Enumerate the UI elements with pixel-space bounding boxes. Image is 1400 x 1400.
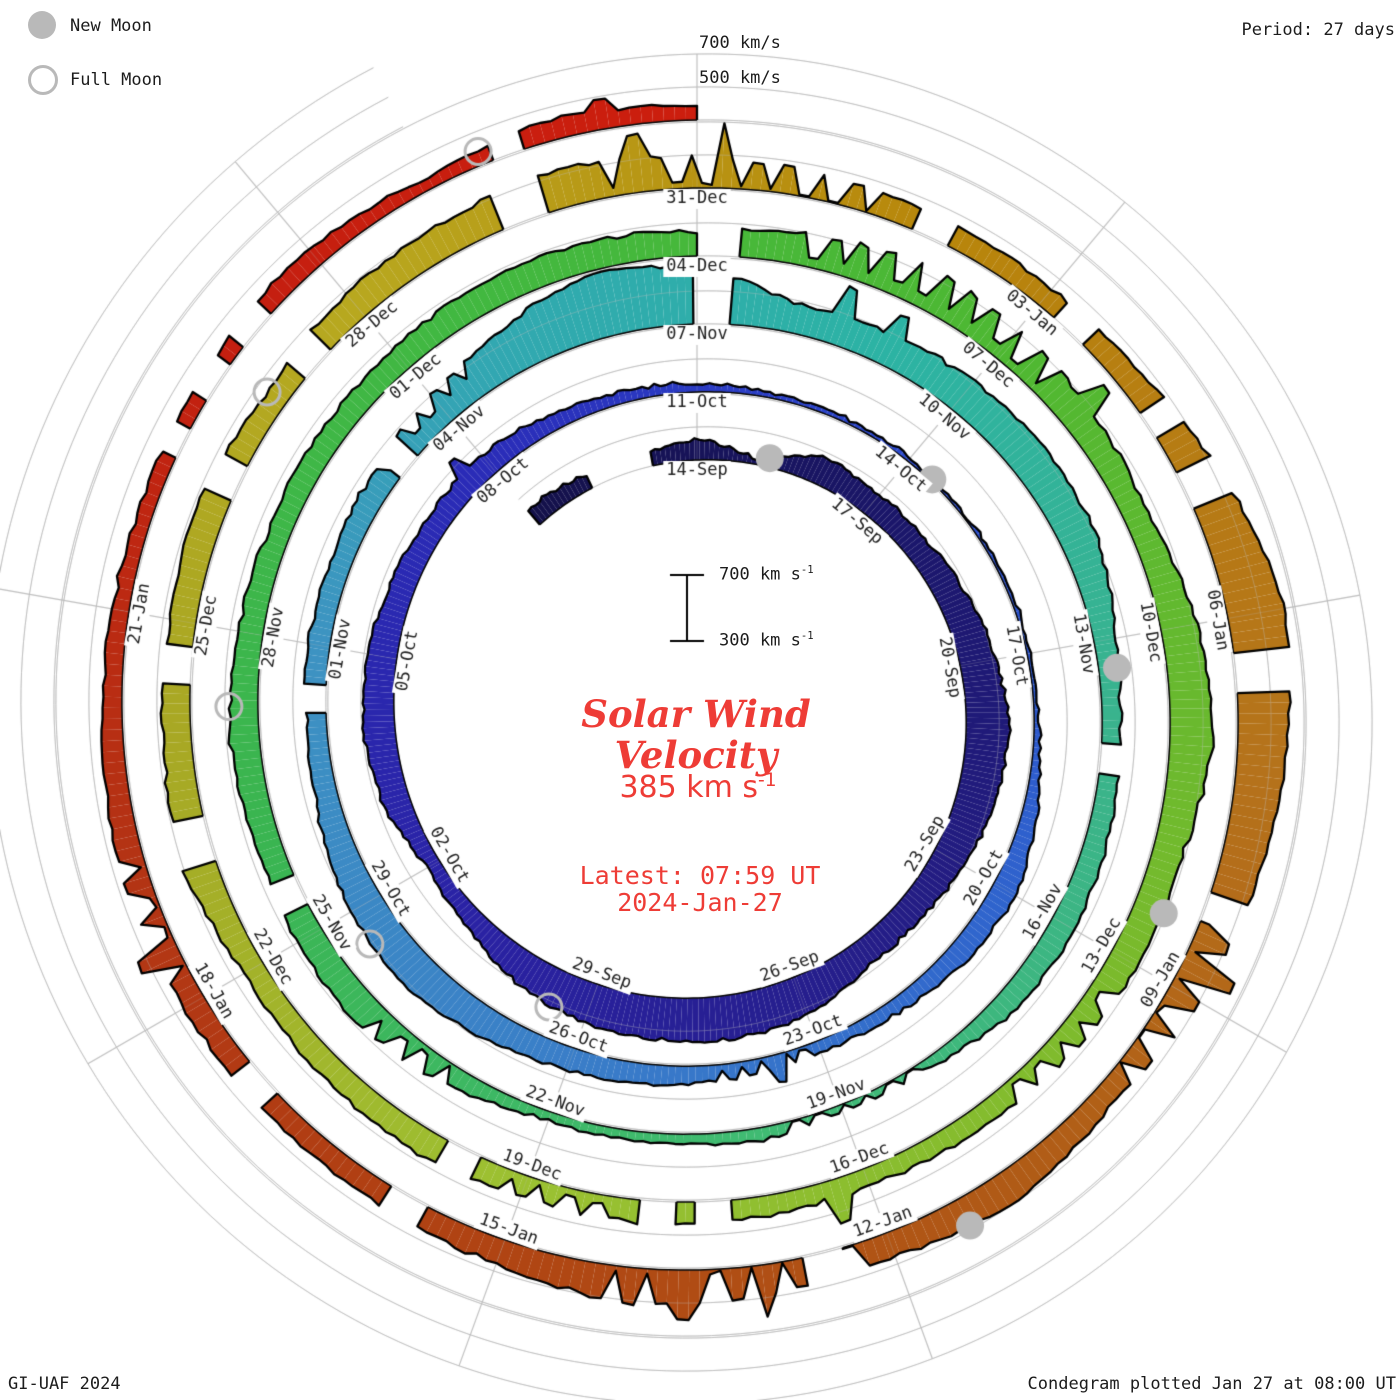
condegram-page: { "legend": { "new_moon_label": "New Moo…: [0, 0, 1400, 1400]
condegram-spiral-canvas: [0, 0, 1400, 1400]
